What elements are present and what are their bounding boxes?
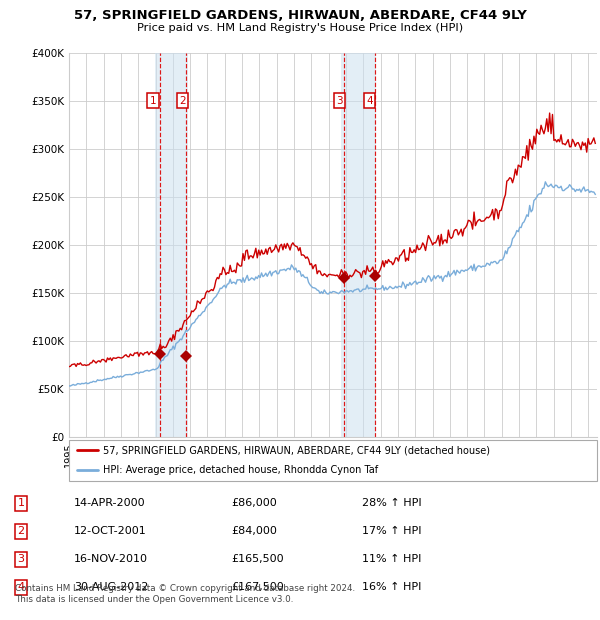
Text: 4: 4 xyxy=(17,582,25,593)
Text: 30-AUG-2012: 30-AUG-2012 xyxy=(74,582,149,593)
Text: £167,500: £167,500 xyxy=(232,582,284,593)
Text: 1: 1 xyxy=(149,95,156,106)
Text: 11% ↑ HPI: 11% ↑ HPI xyxy=(362,554,422,564)
Text: Contains HM Land Registry data © Crown copyright and database right 2024.
This d: Contains HM Land Registry data © Crown c… xyxy=(15,585,355,604)
Text: Price paid vs. HM Land Registry's House Price Index (HPI): Price paid vs. HM Land Registry's House … xyxy=(137,23,463,33)
Bar xyxy=(341,53,376,437)
Text: 16-NOV-2010: 16-NOV-2010 xyxy=(74,554,148,564)
Text: £84,000: £84,000 xyxy=(232,526,278,536)
Bar xyxy=(155,53,188,437)
Text: 17% ↑ HPI: 17% ↑ HPI xyxy=(362,526,422,536)
Text: 14-APR-2000: 14-APR-2000 xyxy=(74,498,146,508)
Text: 2: 2 xyxy=(17,526,25,536)
Text: 1: 1 xyxy=(17,498,25,508)
Text: HPI: Average price, detached house, Rhondda Cynon Taf: HPI: Average price, detached house, Rhon… xyxy=(103,466,379,476)
Text: 2: 2 xyxy=(179,95,186,106)
Text: £86,000: £86,000 xyxy=(232,498,277,508)
Text: £165,500: £165,500 xyxy=(232,554,284,564)
Text: 3: 3 xyxy=(17,554,25,564)
Text: 57, SPRINGFIELD GARDENS, HIRWAUN, ABERDARE, CF44 9LY: 57, SPRINGFIELD GARDENS, HIRWAUN, ABERDA… xyxy=(74,9,526,22)
Text: 4: 4 xyxy=(366,95,373,106)
Text: 16% ↑ HPI: 16% ↑ HPI xyxy=(362,582,422,593)
Text: 12-OCT-2001: 12-OCT-2001 xyxy=(74,526,147,536)
Text: 57, SPRINGFIELD GARDENS, HIRWAUN, ABERDARE, CF44 9LY (detached house): 57, SPRINGFIELD GARDENS, HIRWAUN, ABERDA… xyxy=(103,445,490,455)
Text: 3: 3 xyxy=(336,95,343,106)
Text: 28% ↑ HPI: 28% ↑ HPI xyxy=(362,498,422,508)
